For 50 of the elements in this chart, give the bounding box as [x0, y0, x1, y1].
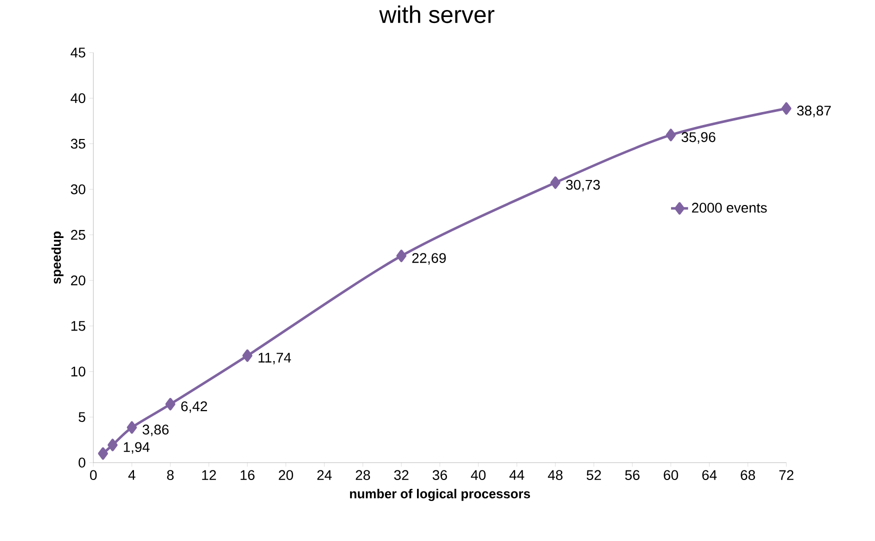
data-label: 3,86: [142, 424, 169, 436]
point: [396, 250, 406, 262]
x-tick-label: 8: [167, 470, 174, 480]
point: [781, 102, 792, 115]
point: [165, 398, 176, 410]
x-tick-label: 64: [702, 470, 717, 480]
chart-title: with server: [379, 6, 494, 24]
y-tick-label: 30: [70, 184, 86, 194]
point: [242, 349, 252, 362]
y-tick-label: 20: [71, 275, 86, 286]
y-tick-label: 15: [71, 321, 86, 331]
x-tick-label: 32: [394, 470, 408, 480]
x-tick-label: 36: [432, 470, 448, 480]
x-tick-label: 56: [625, 470, 640, 480]
y-tick-label: 35: [70, 138, 86, 149]
y-tick-label: 10: [71, 366, 86, 376]
x-tick-label: 52: [586, 470, 601, 480]
data-label: 38,87: [797, 106, 831, 118]
x-tick-label: 28: [356, 470, 370, 480]
y-tick-label: 40: [70, 93, 86, 104]
data-label: 1,94: [124, 442, 150, 454]
point: [666, 128, 676, 142]
x-tick-label: 24: [317, 470, 332, 480]
data-label: 22,69: [412, 253, 446, 265]
y-tick-label: 45: [70, 48, 86, 58]
x-tick-label: 20: [278, 470, 294, 480]
data-label: 11,74: [258, 352, 292, 364]
x-tick-label: 44: [509, 470, 524, 480]
data-label: 35,96: [682, 132, 716, 144]
x-tick-label: 4: [128, 470, 136, 480]
point: [98, 447, 108, 460]
data-label: 6,42: [181, 401, 208, 413]
y-tick-label: 25: [71, 230, 86, 240]
x-tick-label: 68: [740, 470, 756, 480]
x-tick-label: 12: [202, 470, 216, 480]
x-tick-label: 40: [470, 470, 486, 480]
point: [108, 438, 118, 452]
legend-label: 2000 events: [692, 202, 767, 213]
x-tick-label: 48: [548, 470, 563, 480]
y-axis-title: speedup: [51, 232, 64, 284]
x-tick-label: 0: [90, 470, 97, 480]
x-tick-label: 16: [240, 470, 255, 480]
x-tick-label: 72: [779, 470, 794, 480]
point: [126, 421, 137, 434]
x-tick-label: 60: [664, 470, 678, 480]
point: [550, 176, 560, 189]
y-tick-label: 0: [78, 458, 86, 468]
data-label: 30,73: [566, 180, 600, 192]
x-axis-title: number of logical processors: [350, 488, 530, 501]
y-tick-label: 5: [78, 412, 86, 422]
